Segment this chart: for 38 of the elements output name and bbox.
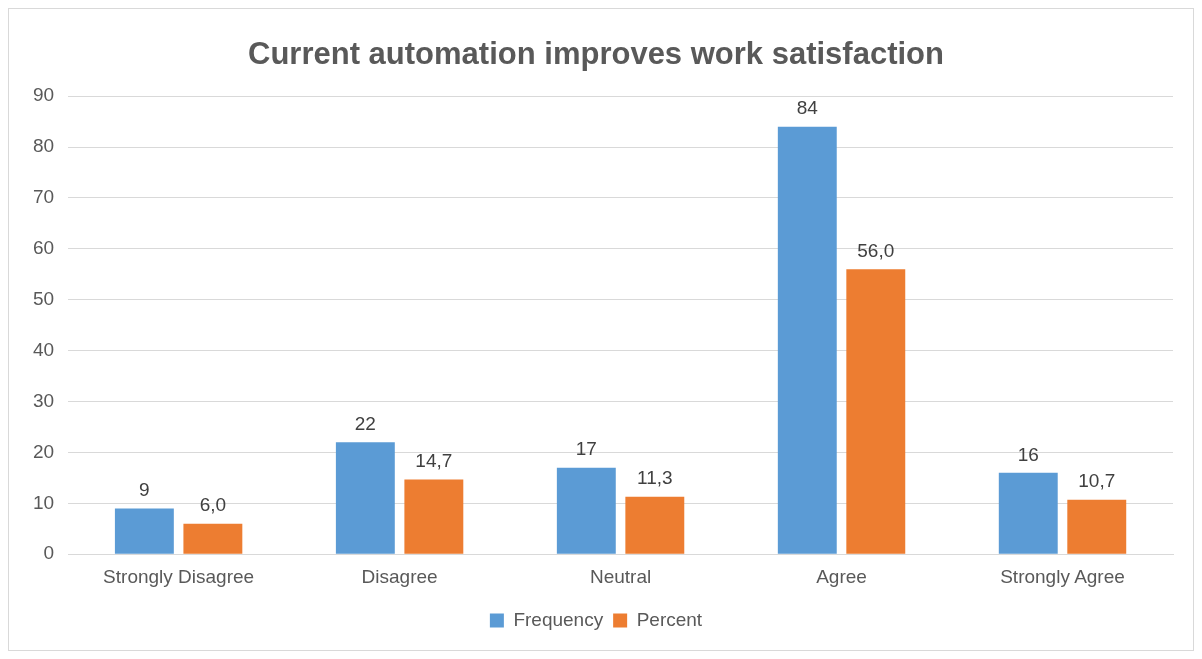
x-tick-label: Strongly Disagree bbox=[103, 565, 255, 587]
bar bbox=[1067, 499, 1127, 554]
data-label: 10,7 bbox=[1078, 470, 1116, 492]
x-tick-label: Strongly Agree bbox=[1000, 565, 1125, 587]
bar bbox=[404, 479, 464, 554]
x-tick-label: Disagree bbox=[361, 565, 438, 587]
data-label: 16 bbox=[1017, 443, 1039, 465]
data-label: 84 bbox=[796, 97, 819, 119]
legend-label: Percent bbox=[636, 608, 703, 630]
y-tick-label: 60 bbox=[32, 237, 55, 259]
y-tick-label: 70 bbox=[32, 186, 55, 208]
data-label: 56,0 bbox=[857, 239, 895, 261]
data-label: 17 bbox=[575, 438, 597, 460]
y-tick-label: 80 bbox=[32, 135, 55, 157]
bar bbox=[183, 523, 243, 554]
data-label: 6,0 bbox=[199, 494, 227, 516]
bar bbox=[846, 269, 906, 554]
bar bbox=[625, 496, 685, 554]
bar bbox=[335, 442, 395, 554]
chart-title: Current automation improves work satisfaction bbox=[248, 36, 944, 72]
y-tick-label: 50 bbox=[32, 287, 55, 309]
data-label: 9 bbox=[139, 479, 150, 501]
data-label: 22 bbox=[354, 412, 376, 434]
y-tick-label: 20 bbox=[32, 440, 55, 462]
y-tick-label: 90 bbox=[32, 84, 55, 106]
bar bbox=[777, 126, 837, 554]
legend-label: Frequency bbox=[513, 608, 604, 630]
data-label: 14,7 bbox=[415, 450, 453, 472]
y-tick-label: 30 bbox=[32, 389, 55, 411]
x-tick-label: Agree bbox=[816, 565, 867, 587]
data-label: 11,3 bbox=[637, 467, 673, 489]
bar bbox=[114, 508, 174, 554]
bar bbox=[998, 472, 1058, 554]
bar bbox=[556, 467, 616, 554]
x-tick-label: Neutral bbox=[589, 565, 652, 587]
y-tick-label: 40 bbox=[32, 338, 55, 360]
y-tick-label: 0 bbox=[43, 542, 55, 564]
y-tick-label: 10 bbox=[32, 491, 55, 513]
